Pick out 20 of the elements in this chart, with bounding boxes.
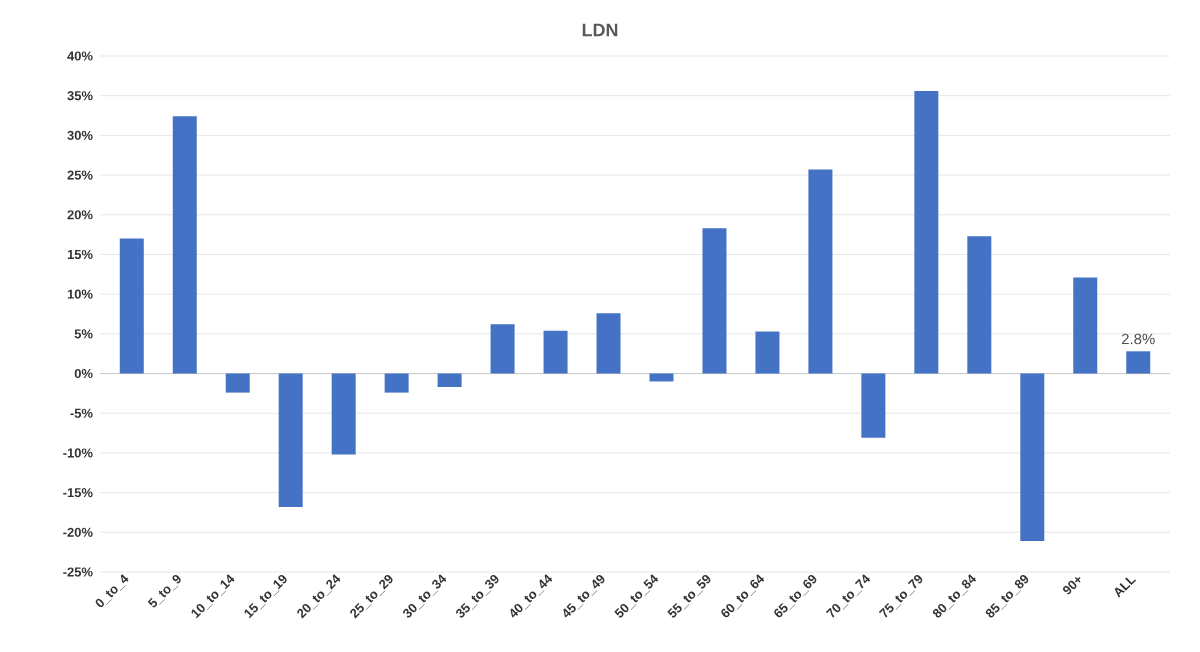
bar [967, 236, 992, 374]
bar [225, 373, 250, 393]
bar [596, 313, 621, 374]
bar [331, 373, 356, 455]
bar [119, 238, 144, 374]
bar [1020, 373, 1045, 542]
bar [861, 373, 886, 438]
bar [490, 324, 515, 374]
bar [914, 90, 939, 374]
bar [755, 331, 780, 374]
bar [172, 116, 197, 374]
bar [702, 228, 727, 374]
chart-title: LDN [582, 23, 618, 37]
bar [278, 373, 303, 507]
bar [543, 330, 568, 374]
bar [1073, 277, 1098, 374]
bar [808, 169, 833, 374]
bar [1126, 351, 1151, 374]
bar [437, 373, 462, 388]
bar [384, 373, 409, 393]
